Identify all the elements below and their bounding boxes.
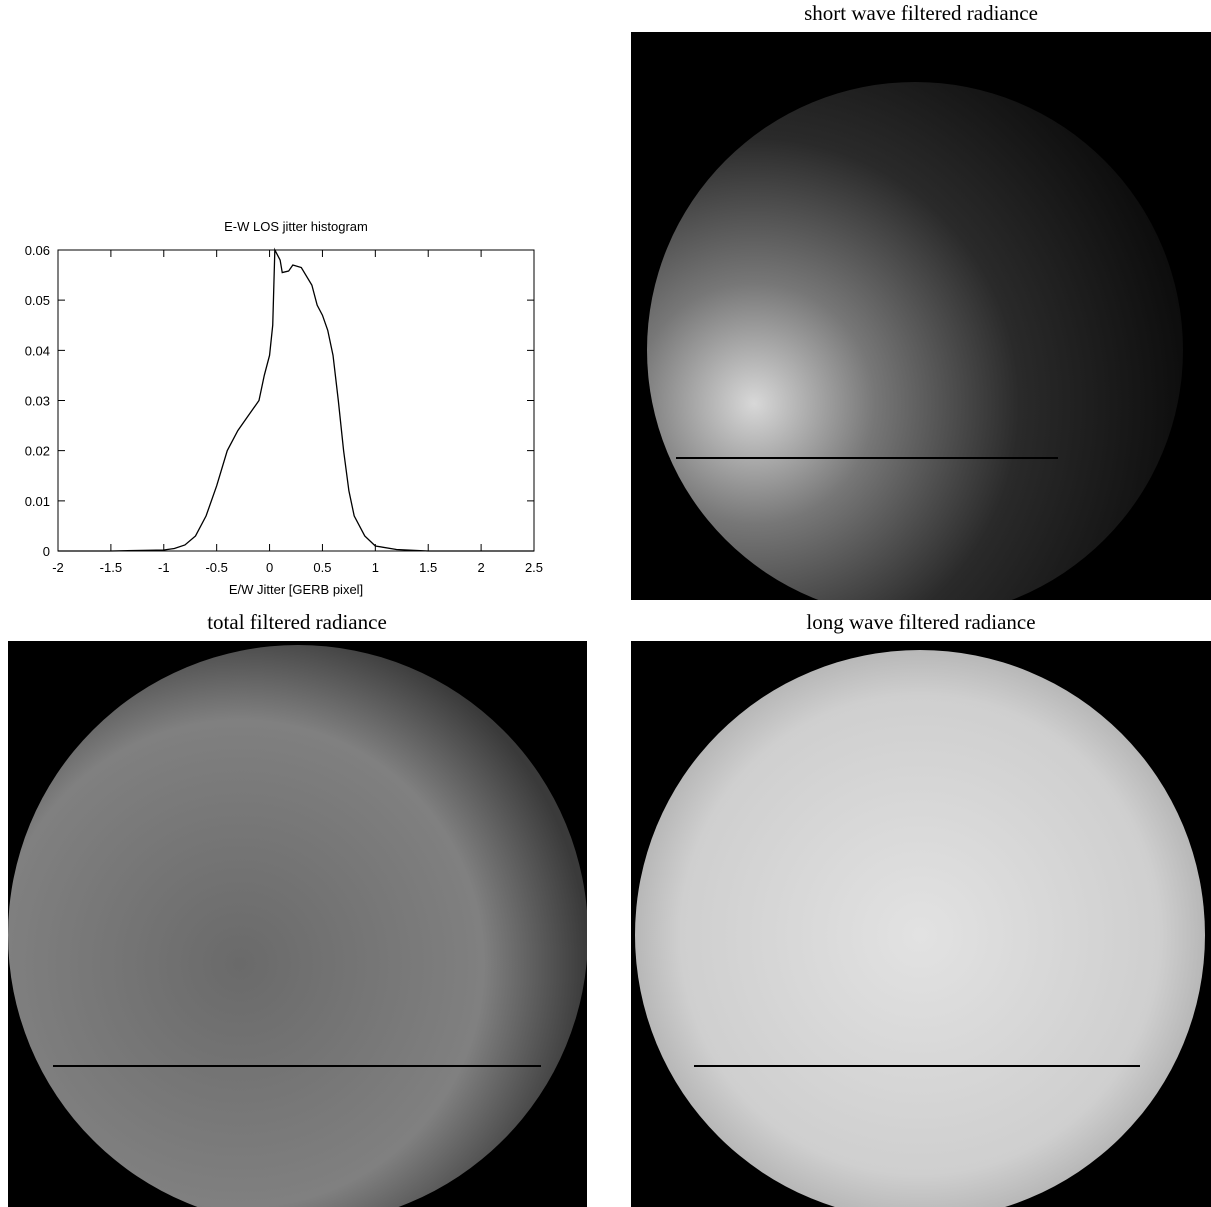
y-tick-label: 0.02 (25, 444, 50, 459)
panel-title: short wave filtered radiance (804, 1, 1038, 25)
earth-disk (647, 82, 1183, 618)
x-tick-label: 1 (372, 560, 379, 575)
x-tick-label: 0 (266, 560, 273, 575)
long-wave-panel: long wave filtered radiance (631, 610, 1211, 1207)
panel-title: total filtered radiance (207, 610, 387, 634)
x-tick-label: 0.5 (313, 560, 331, 575)
x-tick-label: -0.5 (205, 560, 227, 575)
x-tick-label: -2 (52, 560, 64, 575)
figure: short wave filtered radiance total filte… (0, 0, 1211, 1207)
y-tick-label: 0.06 (25, 243, 50, 258)
y-tick-label: 0.03 (25, 394, 50, 409)
x-tick-label: -1 (158, 560, 170, 575)
x-tick-label: -1.5 (100, 560, 122, 575)
x-tick-label: 2.5 (525, 560, 543, 575)
earth-disk (8, 645, 588, 1207)
chart-title: E-W LOS jitter histogram (224, 219, 368, 234)
histogram-line (58, 250, 534, 551)
y-tick-label: 0.05 (25, 293, 50, 308)
short-wave-panel: short wave filtered radiance (631, 1, 1211, 618)
x-tick-label: 1.5 (419, 560, 437, 575)
total-panel: total filtered radiance (8, 610, 588, 1207)
earth-disk (635, 650, 1205, 1207)
x-axis-label: E/W Jitter [GERB pixel] (229, 582, 363, 597)
x-tick-label: 2 (477, 560, 484, 575)
plot-frame (58, 250, 534, 551)
histogram-chart: E-W LOS jitter histogram E/W Jitter [GER… (25, 219, 543, 597)
y-tick-label: 0 (43, 544, 50, 559)
y-tick-label: 0.04 (25, 343, 50, 358)
y-tick-label: 0.01 (25, 494, 50, 509)
panel-title: long wave filtered radiance (806, 610, 1035, 634)
